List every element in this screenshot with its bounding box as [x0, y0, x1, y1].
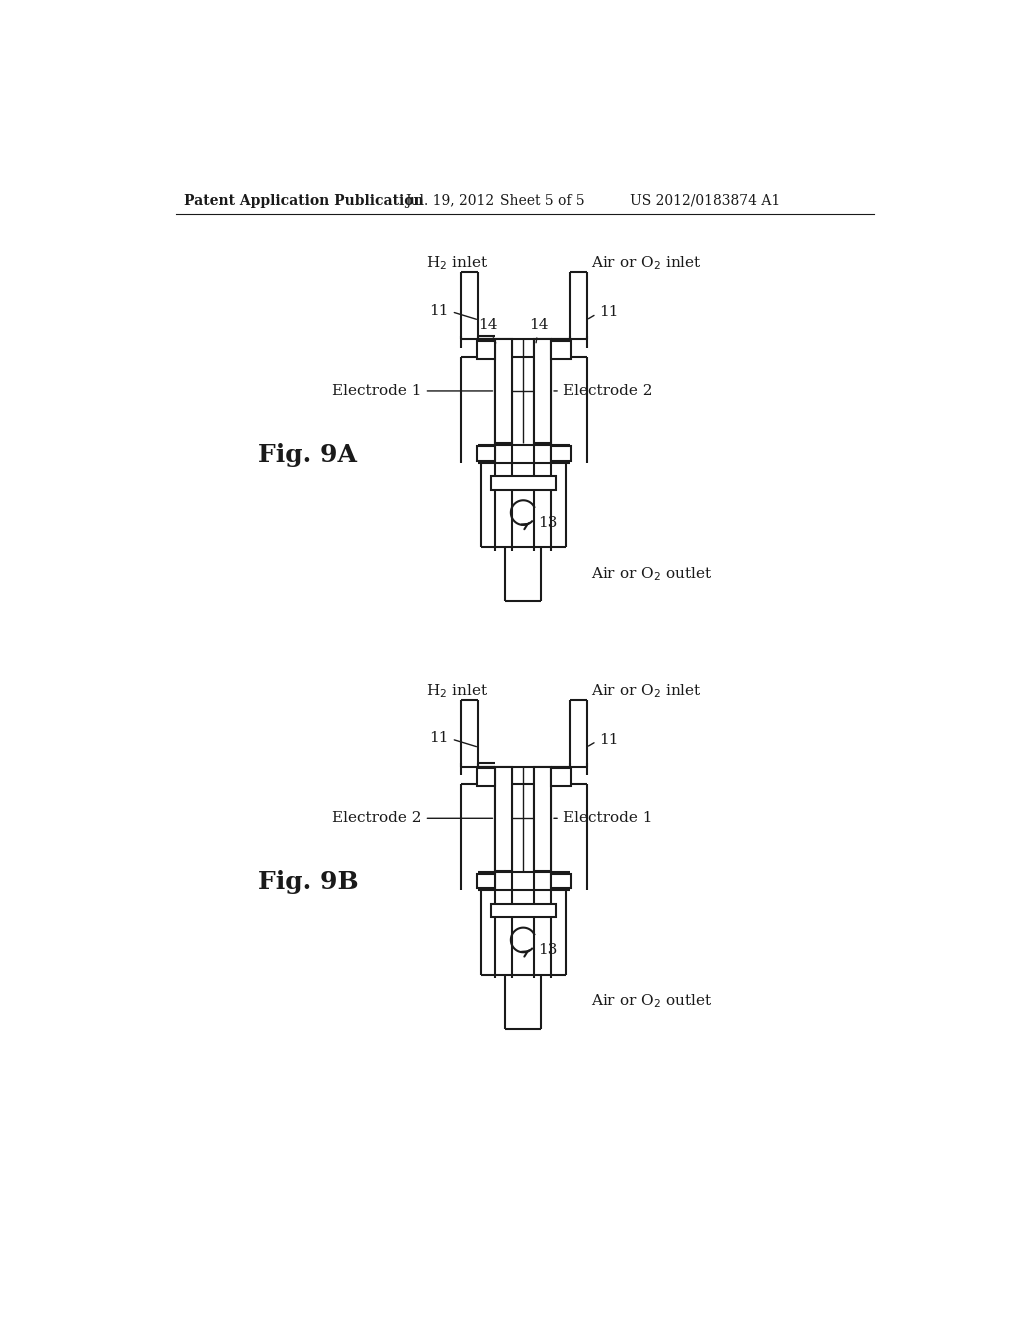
- Text: Electrode 1: Electrode 1: [332, 384, 493, 397]
- Text: Fig. 9A: Fig. 9A: [258, 442, 357, 467]
- Text: H$_2$ inlet: H$_2$ inlet: [426, 255, 488, 272]
- Text: Fig. 9B: Fig. 9B: [258, 870, 358, 894]
- Text: 13: 13: [538, 516, 557, 529]
- Bar: [551, 341, 571, 359]
- Bar: [477, 768, 496, 785]
- Bar: [477, 874, 496, 888]
- Text: 14: 14: [529, 318, 549, 343]
- Text: 11: 11: [429, 731, 476, 747]
- Bar: [535, 767, 551, 871]
- Text: Sheet 5 of 5: Sheet 5 of 5: [500, 194, 585, 207]
- Bar: [551, 768, 571, 785]
- Text: Electrode 2: Electrode 2: [332, 812, 493, 825]
- Bar: [496, 339, 512, 444]
- Bar: [551, 446, 571, 461]
- Text: 13: 13: [538, 942, 557, 957]
- Bar: [496, 767, 512, 871]
- Text: Patent Application Publication: Patent Application Publication: [183, 194, 424, 207]
- Text: Electrode 2: Electrode 2: [554, 384, 652, 397]
- Bar: [477, 446, 496, 461]
- Text: 11: 11: [429, 304, 476, 319]
- Text: 14: 14: [478, 318, 498, 343]
- Bar: [477, 341, 496, 359]
- Text: 11: 11: [589, 733, 618, 747]
- Bar: [490, 904, 556, 917]
- Text: Air or O$_2$ outlet: Air or O$_2$ outlet: [592, 993, 713, 1010]
- Text: H$_2$ inlet: H$_2$ inlet: [426, 682, 488, 700]
- Text: 11: 11: [589, 305, 618, 319]
- Bar: [535, 339, 551, 444]
- Text: Air or O$_2$ inlet: Air or O$_2$ inlet: [592, 682, 702, 700]
- Bar: [551, 874, 571, 888]
- Text: US 2012/0183874 A1: US 2012/0183874 A1: [630, 194, 780, 207]
- Text: Electrode 1: Electrode 1: [554, 812, 652, 825]
- Text: Air or O$_2$ inlet: Air or O$_2$ inlet: [592, 255, 702, 272]
- Bar: [490, 477, 556, 490]
- Text: Jul. 19, 2012: Jul. 19, 2012: [406, 194, 495, 207]
- Text: Air or O$_2$ outlet: Air or O$_2$ outlet: [592, 565, 713, 583]
